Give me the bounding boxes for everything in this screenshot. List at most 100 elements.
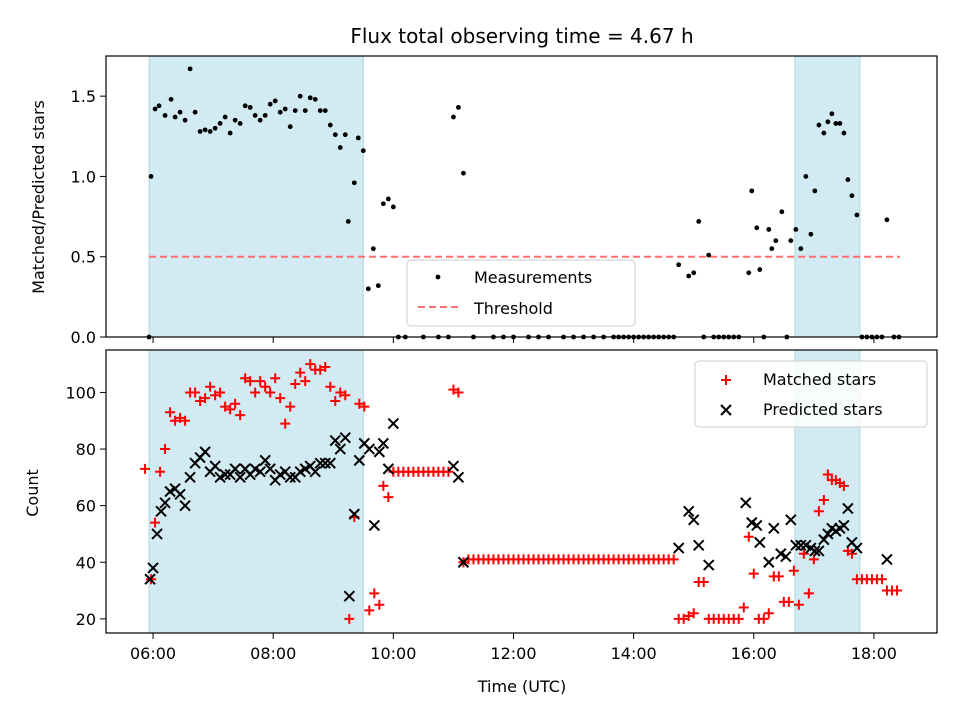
matched-point <box>803 588 814 599</box>
measurement-point <box>227 130 233 136</box>
matched-point <box>678 613 689 624</box>
matched-point <box>813 506 824 517</box>
predicted-point <box>447 460 460 472</box>
bottom-y-tick-label: 20 <box>76 610 96 629</box>
measurement-point <box>182 117 188 123</box>
predicted-point <box>809 545 821 557</box>
predicted-point <box>790 539 802 551</box>
predicted-point <box>179 499 191 512</box>
measurement-point <box>696 218 702 224</box>
measurement-point <box>345 218 351 224</box>
measurement-point <box>192 109 198 115</box>
measurement-point <box>342 132 348 138</box>
matched-point <box>763 608 774 619</box>
measurement-point <box>365 286 371 292</box>
measurement-point <box>257 117 263 123</box>
matched-point <box>374 599 385 610</box>
predicted-point <box>363 443 376 455</box>
measurement-point <box>779 209 785 215</box>
measurement-point <box>187 66 193 72</box>
predicted-point <box>740 497 752 509</box>
measurement-point <box>773 238 779 244</box>
predicted-point <box>229 463 241 475</box>
matched-point <box>195 395 206 406</box>
measurement-point <box>461 170 466 176</box>
measurement-point <box>312 96 318 102</box>
matched-point <box>180 415 191 426</box>
chart-title: Flux total observing time = 4.67 h <box>350 24 693 48</box>
matched-point <box>245 376 256 387</box>
predicted-point <box>682 505 695 518</box>
x-tick-label: 16:00 <box>731 644 777 663</box>
predicted-point <box>353 454 366 467</box>
measurement-point <box>202 127 208 133</box>
matched-point <box>354 398 365 409</box>
legend-predicted-marker <box>720 404 732 416</box>
matched-point <box>743 531 754 542</box>
measurement-point <box>317 108 323 113</box>
bottom-chart-panel: 20 40 60 80 100 06:00 08:00 10:00 12:00 14:00 16:0… <box>65 349 938 663</box>
matched-point <box>165 407 176 418</box>
measurement-point <box>456 104 461 110</box>
predicted-point <box>234 471 246 484</box>
predicted-point <box>319 457 331 469</box>
measurement-point <box>749 188 755 194</box>
matched-point <box>325 381 336 392</box>
measurement-point <box>380 201 386 207</box>
measurement-point <box>322 108 328 113</box>
matched-point <box>340 390 351 401</box>
matched-point <box>758 613 769 624</box>
measurement-point <box>267 101 273 107</box>
bottom-y-tick-label: 80 <box>76 440 96 459</box>
top-y-tick-label: 1.0 <box>71 167 96 186</box>
predicted-point <box>199 446 211 458</box>
measurement-point <box>332 132 338 138</box>
top-y-tick-label: 1.5 <box>71 87 96 106</box>
measurement-point <box>168 96 174 102</box>
x-tick-label: 08:00 <box>250 644 296 663</box>
measurement-point <box>390 204 396 210</box>
x-tick-label: 06:00 <box>130 644 176 663</box>
matched-point <box>175 412 186 423</box>
predicted-point <box>838 519 850 532</box>
measurement-point <box>337 145 343 150</box>
predicted-point <box>329 434 341 447</box>
measurement-point <box>676 262 682 268</box>
top-y-tick-label: 0.5 <box>71 248 96 267</box>
measurement-point <box>355 135 361 141</box>
matched-point <box>808 554 819 565</box>
predicted-point <box>368 519 381 532</box>
predicted-point <box>343 590 356 602</box>
matched-point <box>891 585 902 596</box>
matched-point <box>255 376 266 387</box>
legend-box <box>694 360 928 428</box>
predicted-point <box>309 465 321 478</box>
predicted-point <box>452 471 465 484</box>
predicted-point <box>754 536 766 549</box>
matched-point <box>783 596 794 607</box>
measurement-point <box>845 177 851 183</box>
predicted-point <box>377 437 390 450</box>
measurement-point <box>222 114 228 120</box>
matched-point <box>876 574 887 585</box>
matched-point <box>320 361 331 372</box>
matched-point <box>738 602 749 613</box>
measurement-point <box>754 225 760 231</box>
legend-threshold-label: Threshold <box>473 299 553 318</box>
measurement-point <box>252 113 258 118</box>
bottom-y-tick-label: 40 <box>76 553 96 572</box>
measurement-point <box>803 174 809 179</box>
predicted-point <box>703 559 715 571</box>
legend-box <box>406 259 636 327</box>
matched-point <box>150 517 161 528</box>
measurement-point <box>798 246 804 252</box>
predicted-point <box>881 553 893 566</box>
predicted-point <box>324 457 336 469</box>
matched-point <box>225 404 236 415</box>
bottom-y-tick-label: 100 <box>65 383 96 402</box>
matched-point <box>798 548 809 559</box>
matched-point <box>344 613 355 624</box>
measurement-point <box>691 270 697 276</box>
measurement-point <box>162 113 168 118</box>
